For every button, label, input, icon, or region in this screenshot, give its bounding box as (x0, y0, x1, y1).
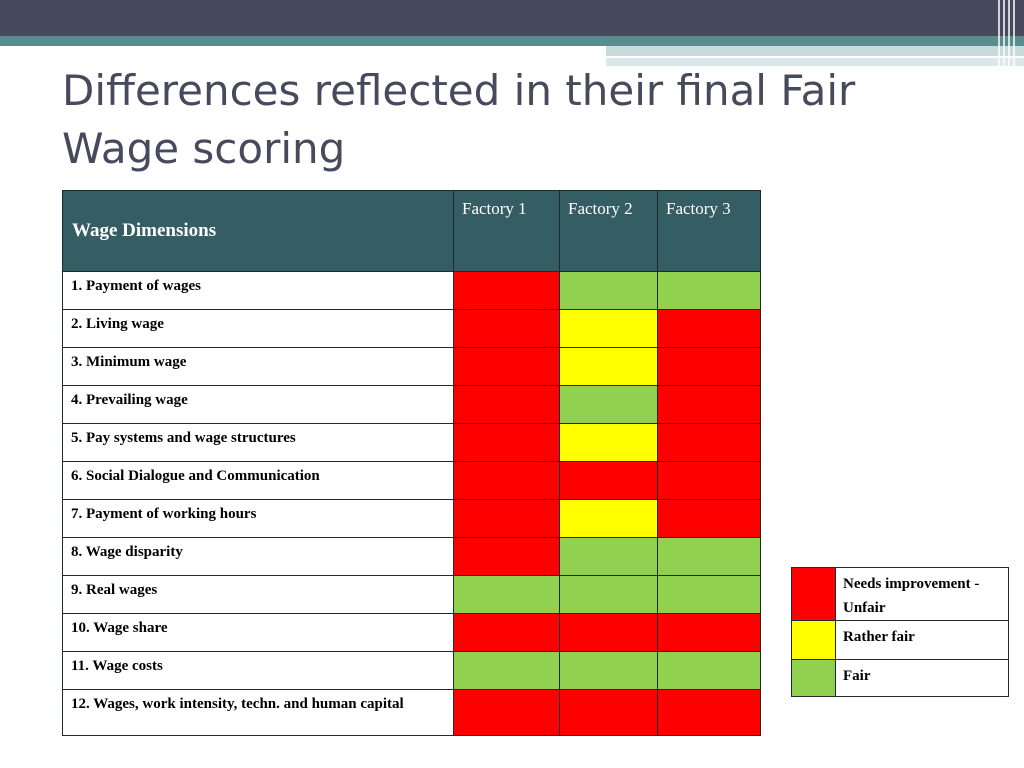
dimension-label: 9. Real wages (62, 575, 454, 614)
table-row: 11. Wage costs (62, 651, 761, 690)
score-cell-yellow (559, 499, 658, 538)
score-cell-red (559, 613, 658, 652)
dimension-label: 6. Social Dialogue and Communication (62, 461, 454, 500)
legend: Needs improvement - Unfair Rather fair Fai… (791, 567, 1009, 697)
score-cell-red (453, 385, 560, 424)
top-band (0, 0, 1024, 36)
factory-header: Factory 1 (453, 190, 560, 272)
legend-swatch-red (791, 567, 836, 621)
score-cell-green (559, 651, 658, 690)
table-row: 9. Real wages (62, 575, 761, 614)
decor-strip (606, 58, 1024, 66)
score-cell-red (453, 423, 560, 462)
decor-strip (606, 46, 1024, 56)
score-cell-yellow (559, 347, 658, 386)
table-row: 3. Minimum wage (62, 347, 761, 386)
score-cell-red (657, 461, 761, 500)
dimension-label: 2. Living wage (62, 309, 454, 348)
dimension-label: 7. Payment of working hours (62, 499, 454, 538)
dimension-label: 5. Pay systems and wage structures (62, 423, 454, 462)
legend-swatch-green (791, 659, 836, 697)
dimension-label: 3. Minimum wage (62, 347, 454, 386)
dimension-label: 11. Wage costs (62, 651, 454, 690)
score-cell-red (657, 689, 761, 736)
dimension-label: 12. Wages, work intensity, techn. and hu… (62, 689, 454, 736)
table-row: 10. Wage share (62, 613, 761, 652)
table-row: 2. Living wage (62, 309, 761, 348)
slide-title: Differences reflected in their final Fai… (62, 66, 856, 173)
score-cell-red (453, 461, 560, 500)
score-cell-red (453, 537, 560, 576)
legend-label: Rather fair (835, 620, 1009, 660)
score-cell-red (453, 309, 560, 348)
dimension-label: 10. Wage share (62, 613, 454, 652)
score-cell-red (657, 309, 761, 348)
score-cell-green (657, 537, 761, 576)
table-row: 5. Pay systems and wage structures (62, 423, 761, 462)
score-cell-yellow (559, 423, 658, 462)
legend-row: Needs improvement - Unfair (791, 567, 1009, 621)
score-cell-green (559, 537, 658, 576)
score-cell-red (559, 461, 658, 500)
table-row: 1. Payment of wages (62, 271, 761, 310)
score-cell-yellow (559, 309, 658, 348)
legend-row: Rather fair (791, 620, 1009, 660)
score-cell-red (657, 499, 761, 538)
score-cell-red (657, 385, 761, 424)
score-cell-green (559, 575, 658, 614)
score-cell-green (453, 651, 560, 690)
score-cell-red (453, 613, 560, 652)
table-row: 4. Prevailing wage (62, 385, 761, 424)
table-row: 7. Payment of working hours (62, 499, 761, 538)
factory-header: Factory 3 (657, 190, 761, 272)
teal-band (0, 36, 1024, 46)
score-cell-green (453, 575, 560, 614)
dimension-label: 8. Wage disparity (62, 537, 454, 576)
table-row: 12. Wages, work intensity, techn. and hu… (62, 689, 761, 736)
dimension-label: 1. Payment of wages (62, 271, 454, 310)
factory-header: Factory 2 (559, 190, 658, 272)
legend-row: Fair (791, 659, 1009, 697)
table-row: 6. Social Dialogue and Communication (62, 461, 761, 500)
scoring-table: Wage Dimensions Factory 1 Factory 2 Fact… (62, 190, 761, 736)
legend-label: Fair (835, 659, 1009, 697)
score-cell-green (559, 385, 658, 424)
legend-swatch-yellow (791, 620, 836, 660)
dimension-label: 4. Prevailing wage (62, 385, 454, 424)
score-cell-red (657, 613, 761, 652)
score-cell-green (559, 271, 658, 310)
score-cell-green (657, 575, 761, 614)
score-cell-green (657, 651, 761, 690)
table-header-row: Wage Dimensions Factory 1 Factory 2 Fact… (62, 190, 761, 272)
score-cell-red (453, 689, 560, 736)
table-row: 8. Wage disparity (62, 537, 761, 576)
score-cell-red (453, 347, 560, 386)
score-cell-red (559, 689, 658, 736)
score-cell-red (657, 423, 761, 462)
score-cell-red (453, 499, 560, 538)
decor-lines (994, 0, 1024, 66)
score-cell-red (657, 347, 761, 386)
legend-label: Needs improvement - Unfair (835, 567, 1009, 621)
score-cell-red (453, 271, 560, 310)
dimension-header: Wage Dimensions (62, 190, 454, 272)
score-cell-green (657, 271, 761, 310)
